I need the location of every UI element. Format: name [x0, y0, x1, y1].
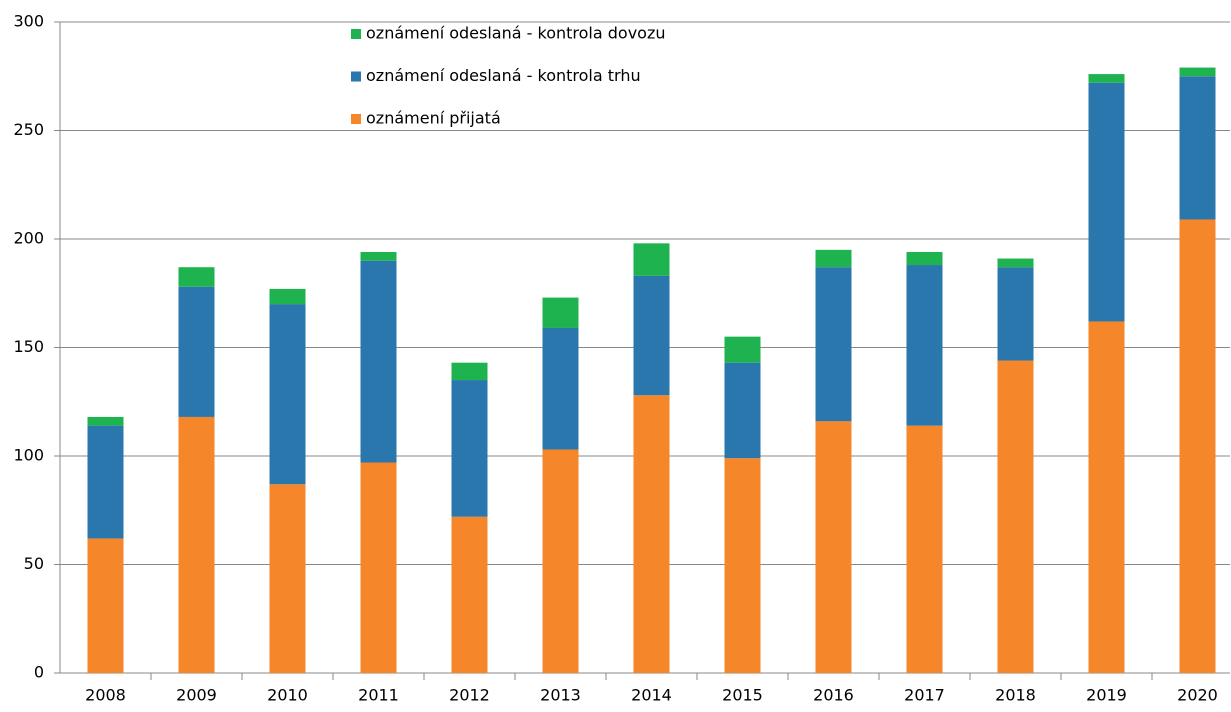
- bar-segment: [633, 275, 670, 396]
- legend-swatch: [351, 29, 361, 39]
- bar-segment: [997, 267, 1034, 361]
- x-tick-label: 2011: [358, 686, 399, 705]
- bar-segment: [1088, 82, 1125, 322]
- bar-segment: [87, 416, 124, 426]
- y-tick-label: 100: [13, 446, 44, 465]
- bar-segment: [633, 395, 670, 673]
- bar-segment: [178, 267, 215, 287]
- bar-segment: [724, 362, 761, 459]
- y-tick-label: 0: [34, 663, 44, 682]
- x-tick-label: 2012: [449, 686, 490, 705]
- bar-segment: [906, 425, 943, 673]
- bar-segment: [360, 260, 397, 463]
- bar-segment: [633, 243, 670, 276]
- bar-segment: [1179, 76, 1216, 220]
- bar-segment: [724, 458, 761, 673]
- bar-segment: [451, 516, 488, 673]
- x-tick-label: 2010: [267, 686, 308, 705]
- bar-segment: [87, 538, 124, 673]
- legend-label: oznámení odeslaná - kontrola trhu: [366, 66, 641, 85]
- bar-segment: [815, 267, 852, 422]
- legend-label: oznámení odeslaná - kontrola dovozu: [366, 24, 666, 43]
- bar-segment: [1088, 321, 1125, 673]
- x-tick-label: 2008: [85, 686, 126, 705]
- x-tick-label: 2017: [904, 686, 945, 705]
- legend-swatch: [351, 114, 361, 124]
- bar-segment: [542, 297, 579, 328]
- bar-segment: [1179, 67, 1216, 77]
- x-tick-label: 2014: [631, 686, 672, 705]
- x-tick-label: 2009: [176, 686, 217, 705]
- bar-segment: [451, 362, 488, 381]
- bar-segment: [906, 265, 943, 426]
- bar-segment: [815, 421, 852, 673]
- legend-label: oznámení přijatá: [366, 109, 501, 128]
- bar-segment: [1179, 219, 1216, 673]
- bar-segment: [815, 249, 852, 268]
- bar-segment: [87, 425, 124, 539]
- y-tick-label: 200: [13, 229, 44, 248]
- y-tick-label: 50: [24, 554, 44, 573]
- bar-segment: [269, 484, 306, 673]
- x-tick-label: 2015: [722, 686, 763, 705]
- y-tick-label: 300: [13, 12, 44, 31]
- y-tick-label: 250: [13, 120, 44, 139]
- x-tick-label: 2020: [1177, 686, 1218, 705]
- bar-segment: [542, 327, 579, 450]
- bar-segment: [178, 416, 215, 673]
- bar-segment: [724, 336, 761, 363]
- bar-segment: [542, 449, 579, 673]
- bar-segment: [360, 252, 397, 261]
- bar-segment: [997, 258, 1034, 268]
- x-tick-label: 2013: [540, 686, 581, 705]
- legend-swatch: [351, 71, 361, 82]
- x-tick-label: 2019: [1086, 686, 1127, 705]
- bar-segment: [1088, 74, 1125, 83]
- bar-segment: [360, 462, 397, 673]
- bar-segment: [451, 380, 488, 517]
- bar-segment: [906, 252, 943, 266]
- bar-segment: [997, 360, 1034, 673]
- bar-segment: [269, 304, 306, 485]
- x-tick-label: 2016: [813, 686, 854, 705]
- bar-segment: [178, 286, 215, 417]
- x-tick-label: 2018: [995, 686, 1036, 705]
- bar-segment: [269, 288, 306, 305]
- y-tick-label: 150: [13, 337, 44, 356]
